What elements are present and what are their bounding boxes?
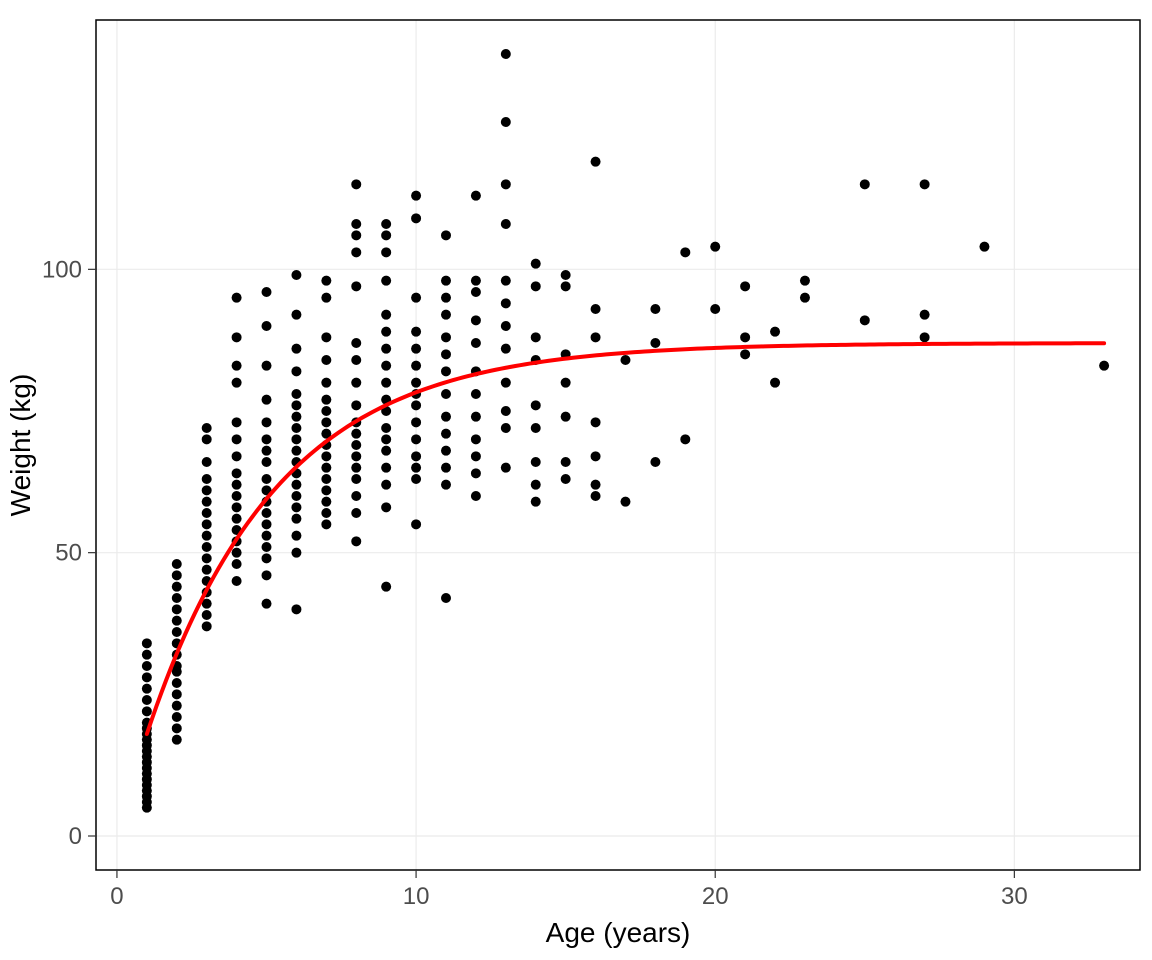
x-tick-label: 0 bbox=[110, 883, 123, 910]
x-tick-label: 30 bbox=[1001, 883, 1028, 910]
x-tick-marks bbox=[117, 870, 1014, 878]
x-tick-label: 10 bbox=[403, 883, 430, 910]
y-tick-label: 0 bbox=[69, 823, 82, 850]
x-tick-labels: 0 10 20 30 bbox=[110, 883, 1027, 910]
y-tick-labels: 0 50 100 bbox=[42, 256, 82, 850]
plot-panel bbox=[96, 20, 1140, 870]
y-axis-title: Weight (kg) bbox=[5, 374, 36, 517]
y-tick-marks bbox=[88, 269, 96, 836]
x-axis-title: Age (years) bbox=[546, 917, 691, 948]
x-tick-label: 20 bbox=[702, 883, 729, 910]
y-tick-label: 50 bbox=[55, 540, 82, 567]
scatter-chart: 0 10 20 30 0 50 100 Age (years) Weight (kg) bbox=[0, 0, 1152, 960]
y-tick-label: 100 bbox=[42, 256, 82, 283]
